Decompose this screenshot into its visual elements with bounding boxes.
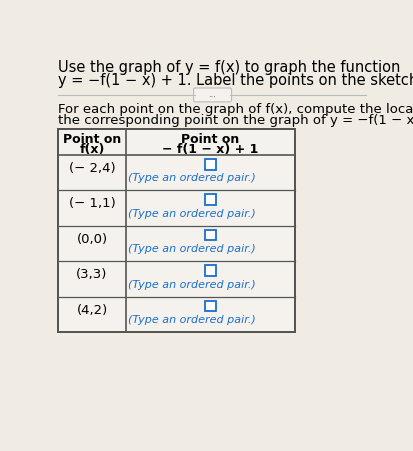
Text: (Type an ordered pair.): (Type an ordered pair.) (127, 174, 255, 184)
FancyBboxPatch shape (205, 230, 216, 240)
FancyBboxPatch shape (205, 300, 216, 311)
FancyBboxPatch shape (205, 194, 216, 205)
Text: (4,2): (4,2) (76, 304, 107, 317)
Text: For each point on the graph of f(x), compute the location of: For each point on the graph of f(x), com… (58, 103, 413, 116)
Text: (Type an ordered pair.): (Type an ordered pair.) (127, 244, 255, 254)
Text: Point on: Point on (181, 133, 239, 146)
Text: − f(1 − x) + 1: − f(1 − x) + 1 (162, 143, 258, 156)
FancyBboxPatch shape (193, 88, 231, 102)
Text: y = −f(1 − x) + 1. Label the points on the sketch.: y = −f(1 − x) + 1. Label the points on t… (58, 73, 413, 87)
Text: ...: ... (208, 91, 216, 99)
Text: (Type an ordered pair.): (Type an ordered pair.) (127, 209, 255, 219)
Text: Point on: Point on (63, 133, 121, 146)
Text: f(x): f(x) (79, 143, 104, 156)
Text: (− 1,1): (− 1,1) (69, 198, 115, 210)
Text: Use the graph of y = f(x) to graph the function: Use the graph of y = f(x) to graph the f… (58, 60, 399, 75)
Text: the corresponding point on the graph of y = −f(1 − x) + 1.: the corresponding point on the graph of … (58, 114, 413, 127)
FancyBboxPatch shape (205, 159, 216, 170)
Text: (Type an ordered pair.): (Type an ordered pair.) (127, 280, 255, 290)
FancyBboxPatch shape (58, 129, 294, 332)
Text: (− 2,4): (− 2,4) (69, 162, 115, 175)
Text: (3,3): (3,3) (76, 268, 107, 281)
Text: (0,0): (0,0) (76, 233, 107, 246)
Text: (Type an ordered pair.): (Type an ordered pair.) (127, 315, 255, 325)
FancyBboxPatch shape (205, 265, 216, 276)
